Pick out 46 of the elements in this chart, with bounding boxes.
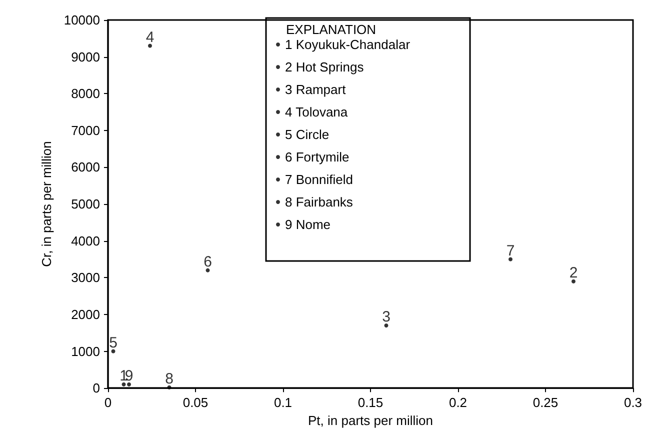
y-tick-label: 10000 bbox=[64, 12, 100, 28]
annotation: 8 bbox=[165, 370, 174, 388]
legend-label: 8 Fairbanks bbox=[285, 194, 354, 210]
legend-label: 6 Fortymile bbox=[285, 150, 350, 164]
point bbox=[111, 349, 116, 354]
x-tick-label: 0.15 bbox=[358, 395, 384, 410]
y-tick-label: 0 bbox=[92, 380, 100, 396]
y-tick-label: 8000 bbox=[71, 86, 100, 102]
y-tick-label: 4000 bbox=[71, 233, 100, 248]
point bbox=[572, 279, 576, 284]
x-tick-label: 0.25 bbox=[532, 395, 558, 410]
legend-label: 2 Hot Springs bbox=[285, 60, 364, 74]
legend-label: 7 Bonnifield bbox=[285, 172, 353, 187]
y-tick-label: 1000 bbox=[71, 344, 100, 359]
x-tick-label: 0.05 bbox=[182, 395, 208, 410]
y-tick-label: 3000 bbox=[71, 270, 100, 286]
y-tick-label: 2000 bbox=[71, 306, 100, 322]
x-tick-label: 0.3 bbox=[624, 395, 642, 410]
legend-label: 1 Koyukuk-Chandalar bbox=[285, 37, 411, 52]
point bbox=[167, 385, 172, 390]
point bbox=[384, 324, 388, 328]
annotation: 5 bbox=[109, 334, 118, 352]
annotation: 3 bbox=[382, 308, 390, 326]
point bbox=[148, 44, 152, 48]
x-axis-title: Pt, in parts per million bbox=[308, 413, 433, 428]
y-tick-label: 7000 bbox=[71, 122, 100, 138]
point bbox=[127, 382, 131, 386]
y-tick-label: 5000 bbox=[71, 196, 100, 212]
y-tick-label: 6000 bbox=[71, 160, 100, 175]
y-tick-label: 9000 bbox=[71, 49, 100, 64]
point bbox=[508, 257, 512, 262]
x-tick-label: 0 bbox=[104, 395, 112, 410]
point bbox=[206, 268, 210, 272]
annotation: 2 bbox=[569, 264, 578, 282]
y-axis-title: Cr, in parts per million bbox=[38, 141, 54, 267]
legend-title: EXPLANATION bbox=[286, 22, 376, 37]
legend-label: 5 Circle bbox=[285, 127, 330, 142]
x-tick-label: 0.2 bbox=[448, 395, 468, 410]
annotation: 7 bbox=[506, 242, 515, 260]
legend-label: 3 Rampart bbox=[285, 82, 346, 97]
annotation: 4 bbox=[146, 28, 154, 46]
x-tick-label: 0.1 bbox=[274, 395, 292, 410]
annotation: 6 bbox=[204, 253, 212, 270]
legend-label: 9 Nome bbox=[285, 217, 331, 232]
legend-label: 4 Tolovana bbox=[285, 104, 348, 120]
point bbox=[122, 382, 126, 386]
